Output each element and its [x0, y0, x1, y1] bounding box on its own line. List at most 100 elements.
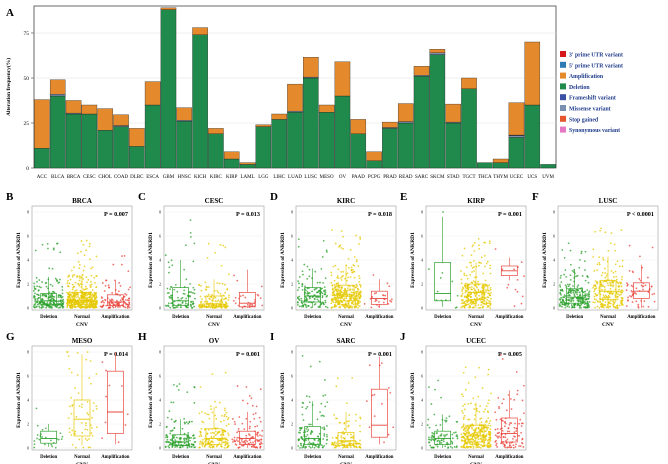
- data-point-deletion: [35, 407, 38, 410]
- data-point-amplification: [234, 296, 237, 299]
- data-point-deletion: [39, 286, 42, 289]
- data-point-deletion: [321, 287, 323, 290]
- data-point-normal: [461, 409, 463, 412]
- data-point-deletion: [36, 437, 38, 440]
- box-deletion: [434, 262, 452, 302]
- data-point-normal: [487, 438, 490, 441]
- x-axis-label: CNV: [470, 322, 482, 328]
- data-point-deletion: [307, 428, 310, 431]
- data-point-normal: [476, 446, 478, 449]
- data-point-normal: [475, 407, 478, 410]
- data-point-deletion: [426, 424, 429, 426]
- y-tick-label: 8: [553, 211, 555, 215]
- data-point-normal: [343, 304, 346, 306]
- data-point-normal: [486, 444, 489, 447]
- data-point-normal: [593, 269, 596, 272]
- data-point-deletion: [169, 306, 172, 309]
- data-point-deletion: [321, 427, 324, 429]
- x-tick-label-meso: MESO: [320, 175, 334, 180]
- data-point-normal: [200, 427, 203, 430]
- data-point-normal: [341, 286, 343, 289]
- data-point-deletion: [46, 301, 49, 304]
- data-point-deletion: [572, 291, 575, 294]
- data-point-normal: [341, 432, 344, 435]
- data-point-normal: [472, 433, 475, 436]
- data-point-deletion: [444, 445, 447, 448]
- y-tick-label: 6: [159, 235, 161, 239]
- data-point-deletion: [580, 299, 582, 302]
- data-point-normal: [463, 272, 466, 275]
- data-point-deletion: [441, 418, 444, 421]
- data-point-deletion: [57, 300, 60, 303]
- data-point-amplification: [373, 415, 376, 418]
- y-tick-label: 2: [421, 423, 423, 427]
- data-point-deletion: [564, 269, 567, 271]
- data-point-normal: [75, 296, 78, 299]
- data-point-normal: [91, 266, 94, 269]
- data-point-normal: [479, 306, 482, 309]
- data-point-deletion: [577, 289, 579, 292]
- data-point-normal: [463, 408, 466, 411]
- data-point-normal: [223, 415, 226, 418]
- data-point-normal: [478, 261, 480, 264]
- data-point-normal: [463, 247, 466, 250]
- data-point-deletion: [440, 441, 443, 444]
- data-point-normal: [338, 291, 341, 294]
- data-point-normal: [610, 270, 613, 272]
- data-point-normal: [489, 420, 492, 422]
- data-point-normal: [481, 444, 484, 447]
- data-point-normal: [596, 300, 599, 303]
- data-point-deletion: [429, 438, 431, 441]
- data-point-deletion: [172, 303, 175, 306]
- data-point-normal: [463, 433, 466, 435]
- data-point-normal: [83, 265, 86, 268]
- data-point-deletion: [36, 293, 38, 296]
- panel-label-b: B: [6, 191, 14, 203]
- data-point-normal: [606, 282, 609, 285]
- data-point-amplification: [516, 290, 519, 293]
- data-point-normal: [592, 248, 595, 251]
- data-point-deletion: [318, 296, 320, 299]
- data-point-amplification: [240, 440, 243, 442]
- bar-amplification-lihc: [271, 113, 287, 120]
- data-point-normal: [601, 271, 604, 274]
- data-point-amplification: [235, 439, 238, 441]
- data-point-amplification: [513, 398, 516, 401]
- data-point-deletion: [181, 302, 184, 304]
- data-point-normal: [354, 301, 356, 303]
- data-point-deletion: [166, 292, 169, 294]
- data-point-amplification: [498, 435, 500, 438]
- data-point-normal: [348, 420, 350, 423]
- data-point-normal: [342, 235, 344, 238]
- x-tick-label-ov: OV: [339, 175, 347, 180]
- data-point-normal: [477, 395, 480, 398]
- data-point-normal: [82, 305, 85, 308]
- data-point-deletion: [320, 444, 323, 447]
- y-tick-label: 8: [291, 211, 293, 215]
- data-point-normal: [224, 409, 226, 412]
- data-point-amplification: [496, 435, 498, 438]
- data-point-normal: [349, 248, 352, 251]
- data-point-normal: [604, 267, 606, 270]
- data-point-normal: [330, 306, 333, 309]
- data-point-normal: [484, 296, 487, 299]
- data-point-normal: [473, 266, 475, 268]
- data-point-deletion: [446, 441, 448, 444]
- data-point-deletion: [61, 302, 64, 305]
- x-tick-label-coad: COAD: [114, 175, 129, 180]
- data-point-deletion: [317, 446, 320, 449]
- data-point-normal: [199, 440, 202, 443]
- data-point-normal: [357, 290, 359, 293]
- data-point-deletion: [561, 249, 564, 251]
- box-deletion: [172, 287, 190, 306]
- data-point-normal: [472, 306, 475, 309]
- data-point-deletion: [561, 290, 564, 292]
- data-point-normal: [86, 294, 89, 296]
- data-point-deletion: [305, 446, 307, 448]
- data-point-normal: [474, 439, 477, 442]
- data-point-normal: [81, 431, 84, 434]
- data-point-deletion: [193, 385, 196, 388]
- data-point-normal: [594, 230, 597, 233]
- data-point-deletion: [314, 270, 317, 273]
- y-tick-label: 4: [553, 259, 555, 263]
